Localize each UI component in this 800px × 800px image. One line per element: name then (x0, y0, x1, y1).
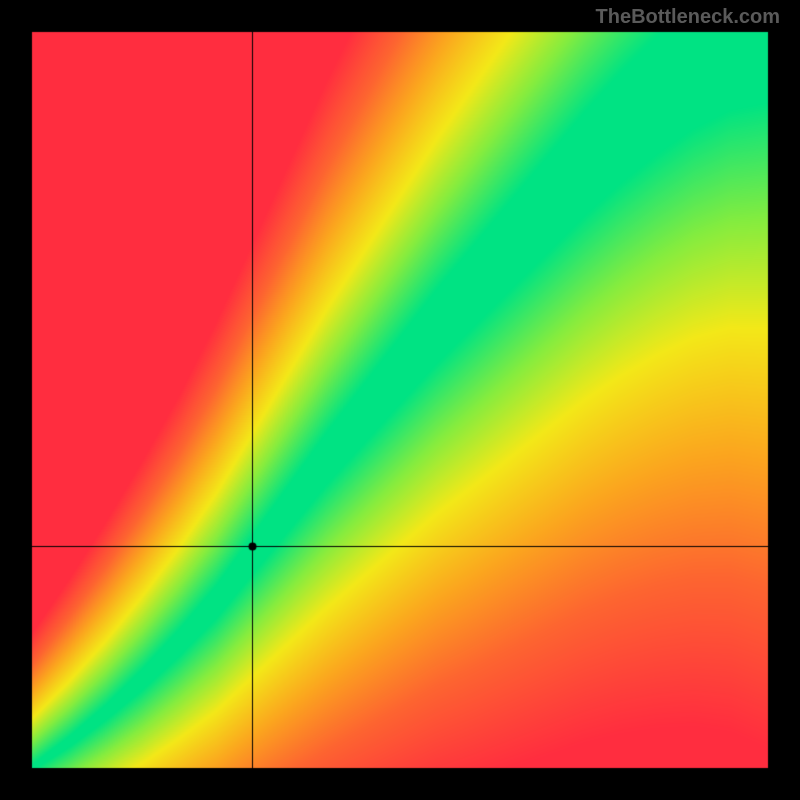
chart-container: TheBottleneck.com (0, 0, 800, 800)
watermark-text: TheBottleneck.com (596, 6, 780, 29)
bottleneck-heatmap (0, 0, 800, 800)
